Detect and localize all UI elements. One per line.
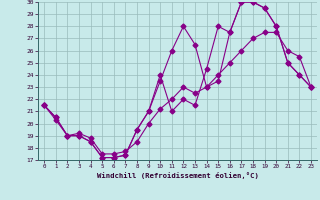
X-axis label: Windchill (Refroidissement éolien,°C): Windchill (Refroidissement éolien,°C) [97, 172, 259, 179]
